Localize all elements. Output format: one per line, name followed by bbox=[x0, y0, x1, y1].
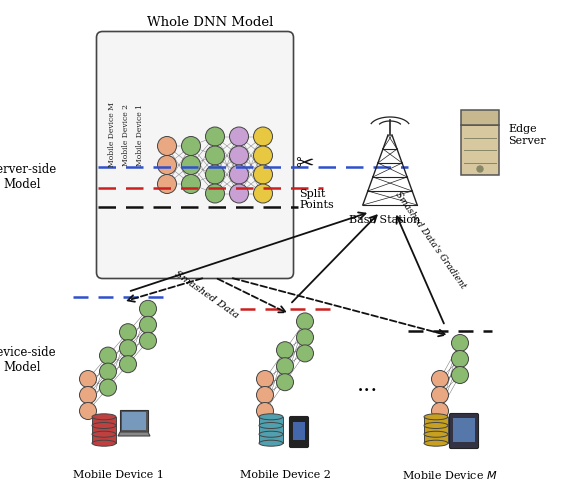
Text: ✂: ✂ bbox=[296, 154, 314, 174]
Circle shape bbox=[229, 146, 248, 165]
Bar bbox=[424, 417, 448, 443]
Circle shape bbox=[229, 184, 248, 203]
Circle shape bbox=[256, 387, 273, 403]
Circle shape bbox=[253, 146, 272, 165]
Text: Smashed Data's Gradient: Smashed Data's Gradient bbox=[393, 190, 467, 291]
Circle shape bbox=[100, 363, 117, 380]
Circle shape bbox=[451, 350, 468, 368]
Text: Whole DNN Model: Whole DNN Model bbox=[147, 17, 273, 30]
Circle shape bbox=[253, 127, 272, 146]
Ellipse shape bbox=[259, 431, 283, 437]
Circle shape bbox=[157, 175, 177, 193]
Polygon shape bbox=[120, 410, 148, 432]
Circle shape bbox=[477, 166, 483, 172]
Circle shape bbox=[253, 165, 272, 184]
Circle shape bbox=[296, 313, 313, 330]
Text: Mobile Device $M$: Mobile Device $M$ bbox=[402, 469, 498, 481]
Circle shape bbox=[296, 329, 313, 346]
Ellipse shape bbox=[92, 440, 116, 446]
Ellipse shape bbox=[424, 440, 448, 446]
Ellipse shape bbox=[424, 431, 448, 437]
Text: Base Station: Base Station bbox=[349, 215, 420, 225]
FancyBboxPatch shape bbox=[97, 31, 293, 278]
Bar bbox=[453, 418, 475, 442]
Circle shape bbox=[140, 316, 157, 333]
Circle shape bbox=[157, 136, 177, 155]
Ellipse shape bbox=[259, 414, 283, 420]
Ellipse shape bbox=[92, 423, 116, 429]
Circle shape bbox=[205, 127, 224, 146]
Circle shape bbox=[229, 127, 248, 146]
Text: Smashed Data: Smashed Data bbox=[173, 269, 240, 320]
Circle shape bbox=[205, 165, 224, 184]
Circle shape bbox=[157, 155, 177, 175]
Polygon shape bbox=[122, 412, 146, 430]
Circle shape bbox=[181, 155, 201, 175]
Circle shape bbox=[431, 387, 448, 403]
Ellipse shape bbox=[424, 414, 448, 420]
Text: Edge
Server: Edge Server bbox=[508, 124, 546, 146]
Circle shape bbox=[80, 402, 97, 420]
Circle shape bbox=[120, 324, 137, 340]
Circle shape bbox=[205, 184, 224, 203]
Ellipse shape bbox=[92, 431, 116, 437]
Text: Split
Points: Split Points bbox=[300, 189, 334, 210]
Circle shape bbox=[431, 370, 448, 388]
Text: Device-side
Model: Device-side Model bbox=[0, 346, 56, 374]
FancyBboxPatch shape bbox=[461, 110, 499, 125]
Circle shape bbox=[276, 342, 293, 359]
FancyBboxPatch shape bbox=[289, 417, 308, 448]
Text: Mobile Device 2: Mobile Device 2 bbox=[240, 470, 331, 480]
Bar bbox=[92, 417, 116, 443]
Circle shape bbox=[253, 184, 272, 203]
Text: Mobile Device M: Mobile Device M bbox=[109, 102, 117, 167]
Text: Mobile Device 1: Mobile Device 1 bbox=[73, 470, 164, 480]
Text: ...: ... bbox=[357, 374, 378, 396]
Circle shape bbox=[120, 356, 137, 373]
Bar bbox=[293, 422, 305, 440]
Circle shape bbox=[181, 136, 201, 155]
Circle shape bbox=[451, 335, 468, 351]
Text: Server-side
Model: Server-side Model bbox=[0, 163, 56, 191]
Text: Mobile Device 1: Mobile Device 1 bbox=[137, 104, 145, 166]
Circle shape bbox=[100, 347, 117, 364]
Ellipse shape bbox=[424, 423, 448, 429]
Circle shape bbox=[181, 175, 201, 193]
Polygon shape bbox=[118, 432, 150, 436]
Circle shape bbox=[140, 300, 157, 317]
Circle shape bbox=[100, 379, 117, 396]
Circle shape bbox=[80, 370, 97, 388]
Text: Mobile Device 2: Mobile Device 2 bbox=[122, 104, 130, 166]
Circle shape bbox=[276, 358, 293, 375]
Circle shape bbox=[276, 374, 293, 391]
Circle shape bbox=[431, 402, 448, 420]
Circle shape bbox=[296, 345, 313, 362]
Circle shape bbox=[451, 367, 468, 383]
Bar bbox=[259, 417, 283, 443]
Circle shape bbox=[256, 402, 273, 420]
Ellipse shape bbox=[259, 440, 283, 446]
Circle shape bbox=[80, 387, 97, 403]
Ellipse shape bbox=[92, 414, 116, 420]
Circle shape bbox=[205, 146, 224, 165]
Circle shape bbox=[229, 165, 248, 184]
FancyBboxPatch shape bbox=[450, 413, 479, 449]
Circle shape bbox=[256, 370, 273, 388]
Ellipse shape bbox=[259, 423, 283, 429]
Circle shape bbox=[140, 332, 157, 349]
Circle shape bbox=[120, 339, 137, 357]
FancyBboxPatch shape bbox=[461, 125, 499, 175]
